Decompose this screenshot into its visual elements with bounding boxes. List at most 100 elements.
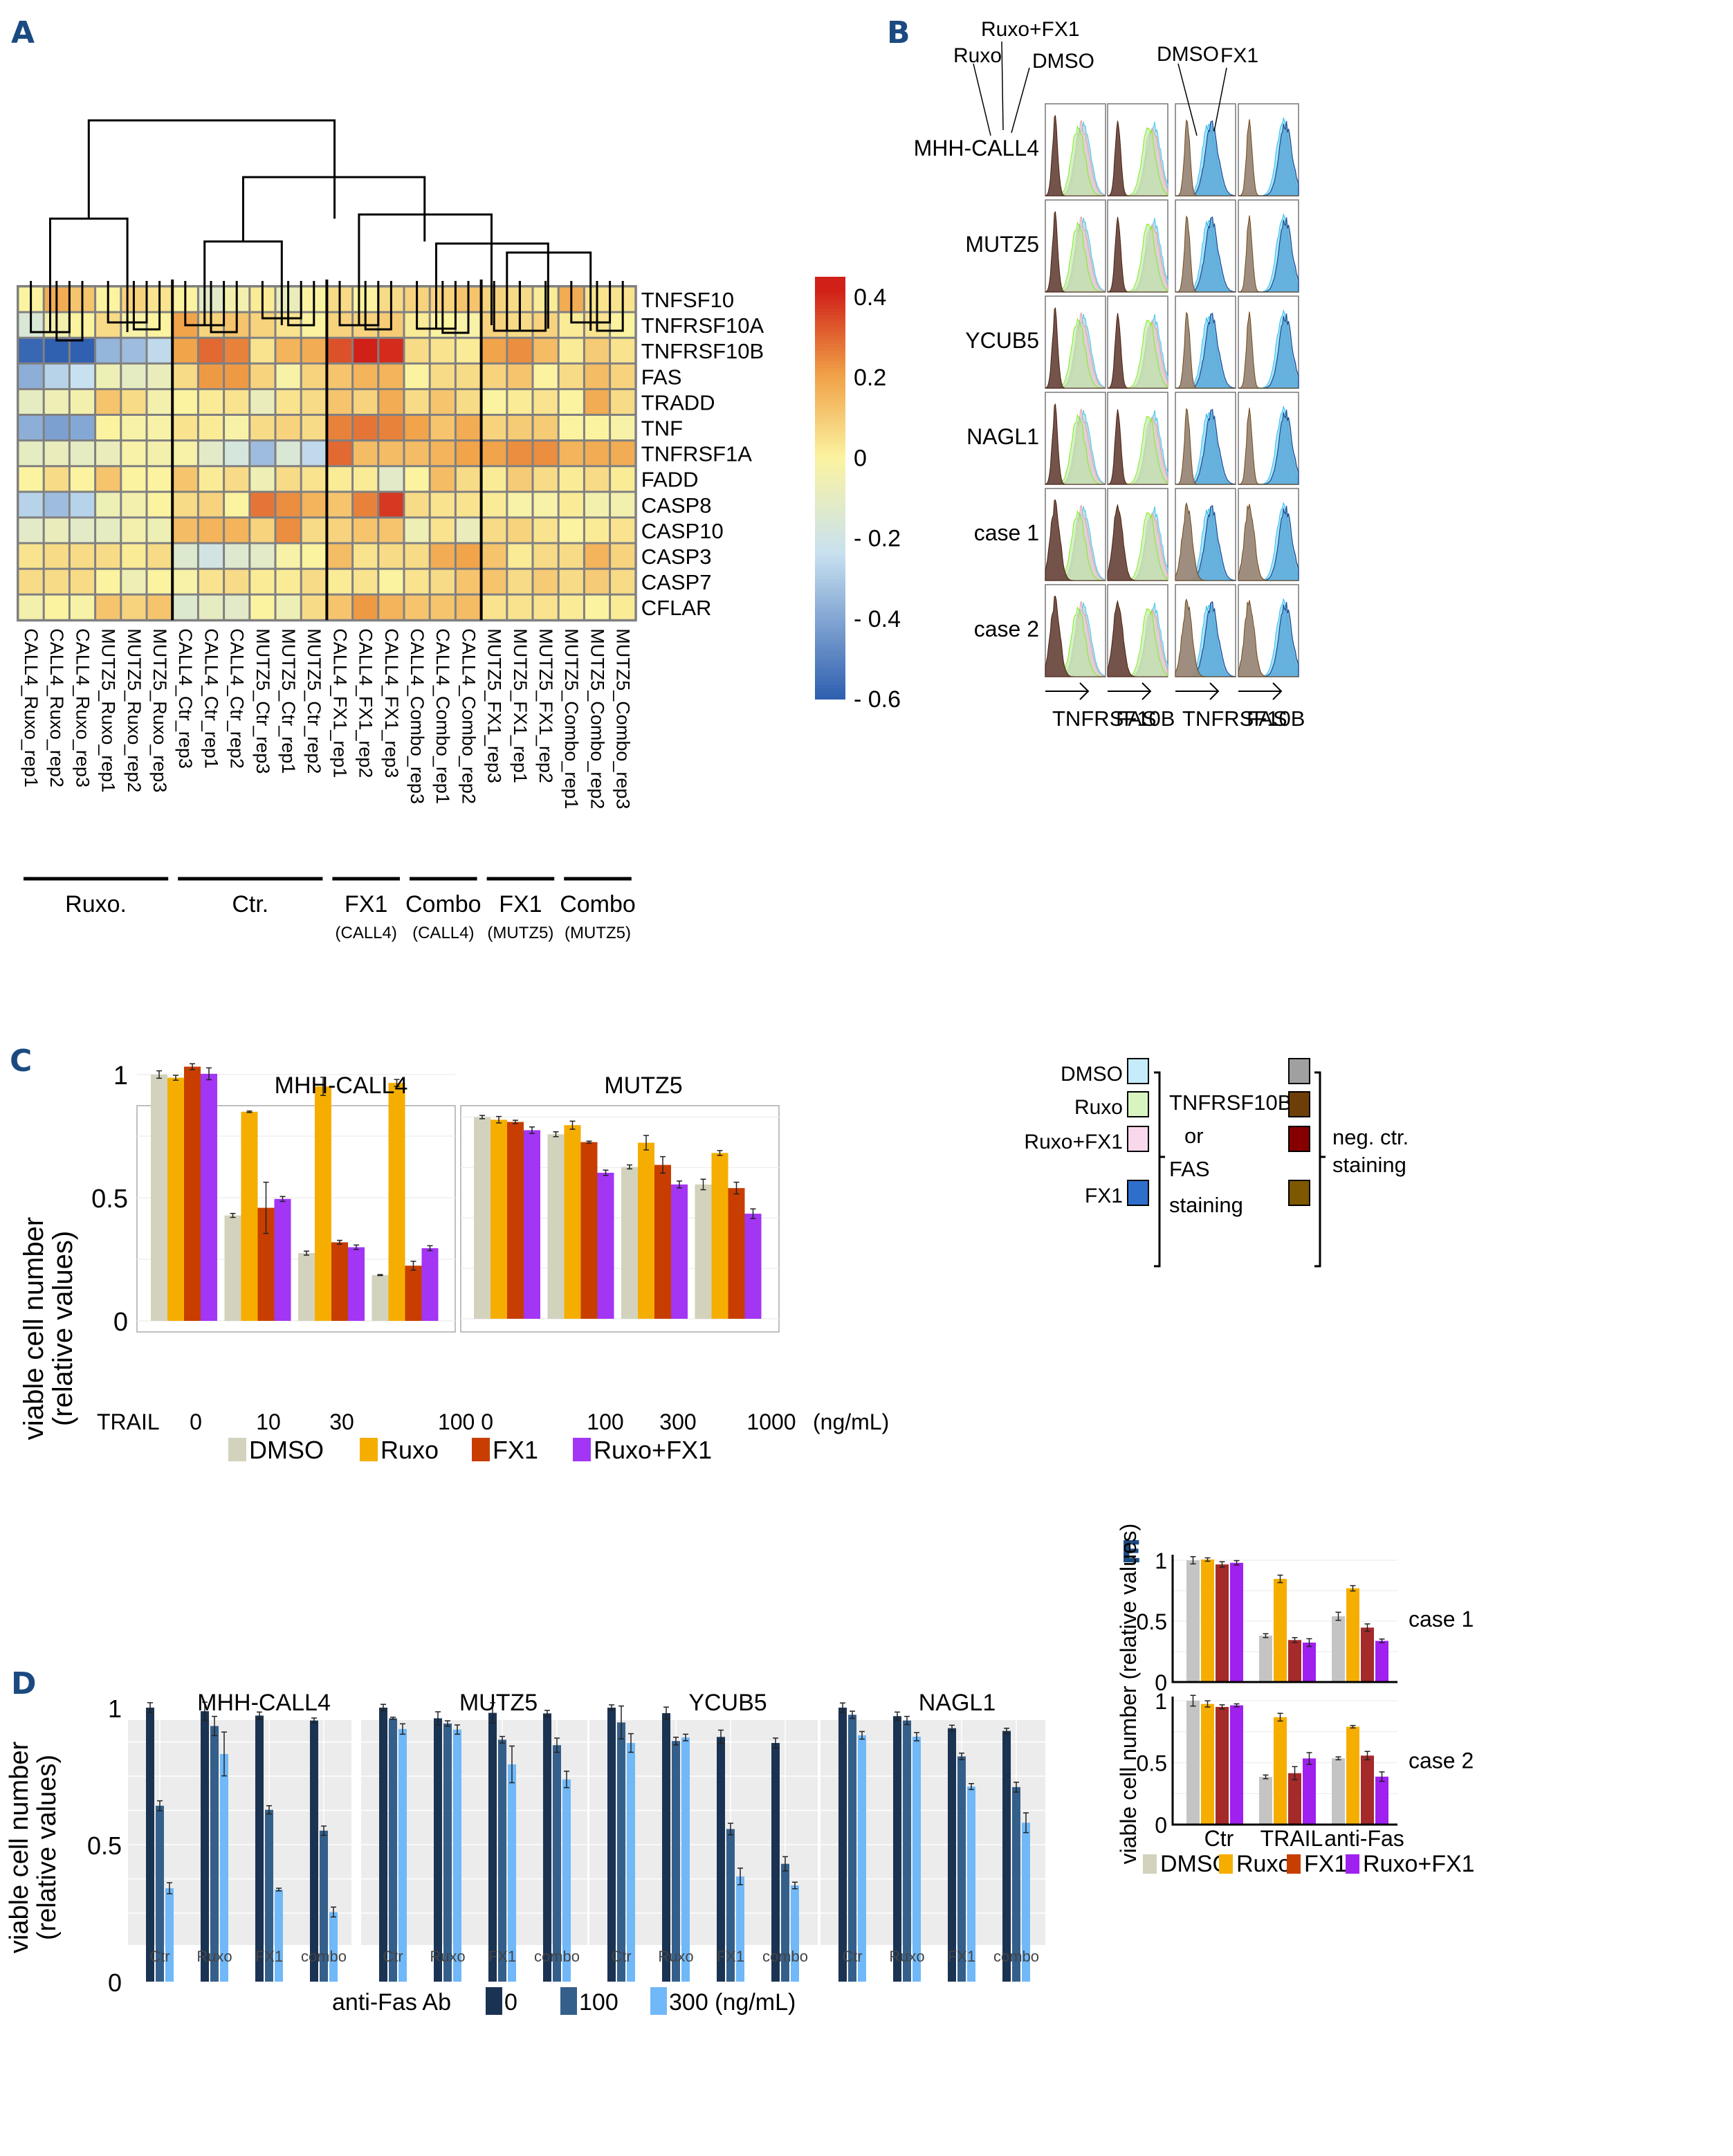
heatmap-cell	[302, 390, 326, 414]
panel-label-b: B	[887, 15, 910, 51]
error-bar	[276, 1888, 282, 1892]
colorbar-segment	[815, 417, 845, 422]
colorbar-segment	[815, 677, 845, 682]
heatmap-cell	[302, 569, 326, 594]
bar	[1230, 1705, 1243, 1825]
histogram-neg-control	[1238, 600, 1299, 677]
legend-swatch	[650, 1987, 667, 2015]
error-bar	[304, 1250, 309, 1256]
error-bar	[750, 1208, 756, 1219]
heatmap-cell	[44, 416, 68, 440]
error-bar	[564, 1771, 569, 1789]
bar	[543, 1713, 551, 1982]
heatmap-cell	[559, 338, 583, 363]
error-bar	[1263, 1774, 1269, 1780]
heatmap-cell	[199, 416, 223, 440]
heatmap-cell	[508, 390, 532, 414]
error-bar	[717, 1150, 723, 1156]
colorbar-segment	[815, 375, 845, 380]
y-axis-label-line: (relative values)	[48, 1231, 78, 1426]
error-bar	[718, 1729, 724, 1745]
heatmap-cell	[199, 364, 223, 388]
colorbar-segment	[815, 667, 845, 672]
colorbar-segment	[815, 554, 845, 559]
error-bar	[1190, 1694, 1196, 1707]
colorbar-segment	[815, 684, 845, 689]
bar	[524, 1130, 540, 1319]
legend-label: Ruxo+FX1	[1024, 1131, 1123, 1153]
colorbar-segment	[815, 509, 845, 513]
axis-arrow-icon	[1045, 682, 1090, 700]
heatmap-column-label: CALL4_FX1_rep1	[329, 628, 350, 778]
heatmap-cell	[276, 569, 300, 594]
heatmap-cell	[327, 467, 352, 491]
error-bar	[609, 1704, 614, 1711]
y-tick-label: 1	[108, 1694, 122, 1723]
legend-label: 100	[579, 1989, 618, 2016]
colorbar-segment	[815, 340, 845, 345]
heatmap-cell	[44, 595, 68, 619]
facet-title: YCUB5	[688, 1690, 767, 1716]
heatmap-column-label: MUTZ5_Combo_rep2	[587, 628, 607, 809]
error-bar	[400, 1723, 405, 1735]
x-tick-label: 300	[659, 1409, 696, 1434]
error-bar	[904, 1715, 910, 1726]
error-bar	[660, 1155, 666, 1174]
heatmap-cell	[585, 441, 609, 466]
facet-title: MUTZ5	[459, 1690, 538, 1716]
colorbar-segment	[815, 357, 845, 362]
colorbar-segment	[815, 515, 845, 520]
bar	[736, 1876, 744, 1982]
colorbar-segment	[815, 291, 845, 295]
heatmap-cell	[379, 390, 403, 414]
heatmap-cell	[482, 390, 506, 414]
heatmap-cell	[44, 338, 68, 363]
x-tick-label: Ctr	[1204, 1826, 1234, 1851]
heatmap-cell	[122, 416, 146, 440]
error-bar	[628, 1733, 634, 1753]
heatmap-cell	[302, 416, 326, 440]
heatmap-cell	[456, 338, 481, 363]
error-bar	[1364, 1623, 1370, 1632]
colorbar-segment	[815, 657, 845, 661]
heatmap-cell	[430, 441, 455, 466]
heatmap-cell	[430, 416, 455, 440]
colorbar-segment	[815, 403, 845, 408]
bar	[711, 1153, 728, 1319]
heatmap-cell	[456, 493, 481, 517]
heatmap-cell	[147, 338, 172, 363]
error-bar	[509, 1745, 515, 1784]
error-bar	[499, 1735, 505, 1744]
bar	[1186, 1560, 1200, 1682]
heatmap-cell	[533, 441, 558, 466]
colorbar-segment	[815, 361, 845, 366]
heatmap-cell	[276, 364, 300, 388]
heatmap-cell	[250, 364, 275, 388]
legend-label: Ruxo+FX1	[594, 1436, 712, 1464]
heatmap-cell	[456, 364, 481, 388]
axis-arrow-icon	[1175, 682, 1220, 700]
heatmap-cell	[508, 364, 532, 388]
heatmap-cell	[327, 364, 352, 388]
dendrogram-branch	[132, 281, 161, 331]
heatmap-cell	[44, 544, 68, 568]
heatmap-cell	[199, 544, 223, 568]
legend-swatch	[1143, 1854, 1157, 1874]
group-label: Combo	[560, 891, 636, 917]
heatmap-cell	[276, 338, 300, 363]
error-bar	[914, 1732, 919, 1742]
histogram-row-label: MHH-CALL4	[914, 136, 1039, 161]
error-bar	[1277, 1712, 1283, 1722]
error-bar	[733, 1181, 740, 1195]
x-tick-label: combo	[762, 1948, 808, 1965]
annotation-fx1-right: FX1	[1220, 44, 1258, 67]
heatmap-cell	[96, 338, 120, 363]
error-bar	[792, 1881, 798, 1890]
error-bar	[479, 1115, 485, 1120]
error-bar	[1263, 1633, 1269, 1638]
histogram-neg-control	[1238, 504, 1299, 581]
bar	[781, 1863, 789, 1982]
heatmap-cell	[327, 493, 352, 517]
heatmap-cell	[430, 390, 455, 414]
bar	[1201, 1559, 1214, 1682]
